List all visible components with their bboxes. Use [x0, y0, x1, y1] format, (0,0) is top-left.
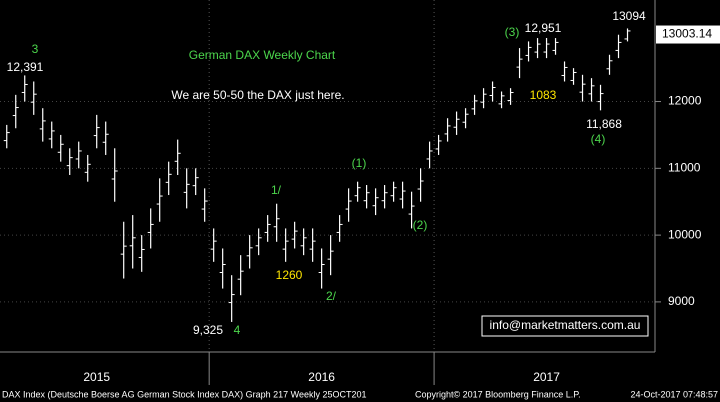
footer-right: 24-Oct-2017 07:48:57	[630, 389, 718, 399]
annotation: 13094	[612, 9, 646, 23]
y-tick-label: 9000	[668, 294, 695, 308]
y-tick-label: 10000	[668, 227, 702, 241]
y-tick-label: 12000	[668, 94, 702, 108]
footer-left: DAX Index (Deutsche Boerse AG German Sto…	[2, 389, 367, 399]
chart-subtitle: We are 50-50 the DAX just here.	[171, 88, 344, 102]
annotation: 11,868	[586, 117, 622, 131]
last-price-label: 13003.14	[662, 27, 712, 41]
annotation: (1)	[352, 156, 367, 170]
annotation: 1260	[276, 268, 303, 282]
x-tick-label: 2017	[533, 370, 560, 384]
annotation: 1/	[271, 183, 282, 197]
annotation: (2)	[413, 218, 428, 232]
y-tick-label: 11000	[668, 160, 701, 174]
annotation: (4)	[591, 132, 606, 146]
footer-center: Copyright© 2017 Bloomberg Finance L.P.	[415, 389, 581, 399]
annotation: 9,325	[193, 323, 223, 337]
annotation: 1083	[530, 88, 557, 102]
annotation: 12,391	[7, 60, 44, 74]
watermark-box	[481, 315, 649, 337]
annotation: 3	[32, 42, 39, 56]
last-price-box	[656, 25, 720, 44]
x-tick-label: 2016	[308, 370, 335, 384]
chart-title: German DAX Weekly Chart	[189, 48, 336, 62]
watermark: info@marketmatters.com.au	[490, 318, 641, 332]
annotation: 4	[234, 323, 241, 337]
annotation: 12,951	[525, 21, 562, 35]
x-tick-label: 2015	[83, 370, 110, 384]
annotation: (3)	[505, 25, 520, 39]
annotation: 2/	[326, 289, 337, 303]
